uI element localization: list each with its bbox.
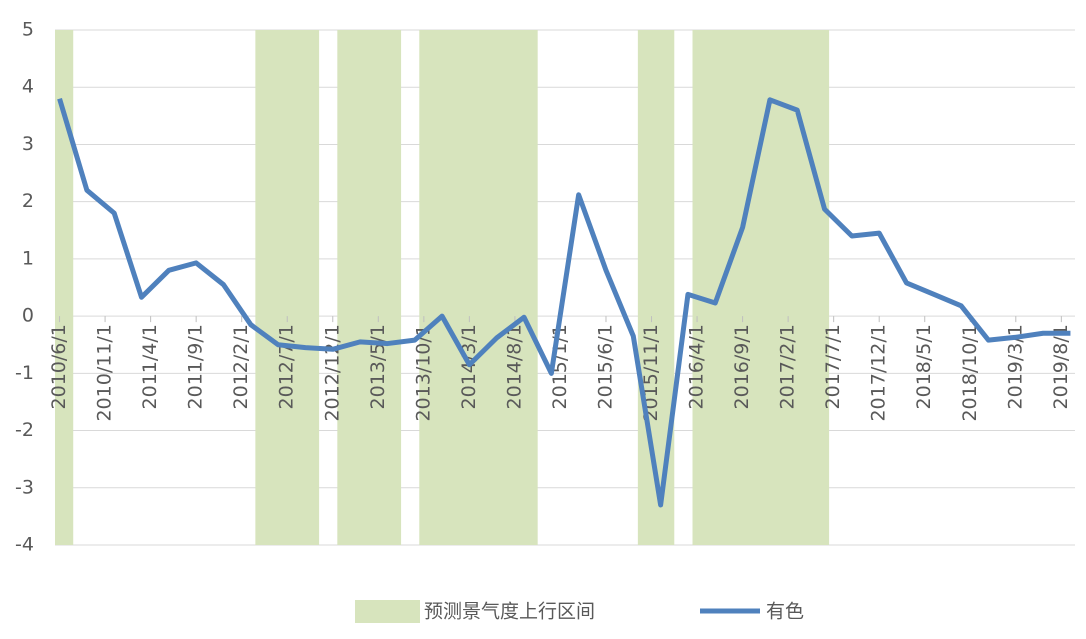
shaded-band: [55, 30, 74, 545]
y-tick-label: 5: [22, 19, 34, 41]
x-tick-label: 2012/7/1: [276, 324, 298, 409]
x-tick-label: 2015/6/1: [594, 324, 616, 409]
legend-label: 预测景气度上行区间: [424, 601, 595, 623]
x-tick-label: 2013/10/1: [412, 324, 434, 421]
x-tick-label: 2010/11/1: [94, 324, 116, 421]
x-tick-label: 2019/8/1: [1050, 324, 1072, 409]
x-tick-label: 2011/9/1: [185, 324, 207, 409]
y-tick-label: 0: [22, 305, 34, 327]
y-tick-label: 4: [22, 76, 34, 98]
x-tick-label: 2013/5/1: [367, 324, 389, 409]
y-tick-label: -2: [15, 419, 34, 441]
y-tick-label: -1: [15, 362, 34, 384]
y-tick-label: 2: [22, 190, 34, 212]
y-tick-label: -4: [15, 534, 34, 556]
y-tick-label: 3: [22, 133, 34, 155]
x-tick-label: 2018/5/1: [913, 324, 935, 409]
legend-label: 有色: [766, 601, 804, 623]
shaded-band: [692, 30, 830, 545]
x-tick-label: 2012/12/1: [321, 324, 343, 421]
x-tick-label: 2018/10/1: [959, 324, 981, 421]
shaded-band: [337, 30, 402, 545]
x-tick-label: 2016/4/1: [686, 324, 708, 409]
x-tick-label: 2017/12/1: [868, 324, 890, 421]
shaded-band: [255, 30, 320, 545]
x-tick-label: 2011/4/1: [139, 324, 161, 409]
x-tick-label: 2017/2/1: [777, 324, 799, 409]
y-tick-label: 1: [22, 247, 34, 269]
x-tick-label: 2010/6/1: [48, 324, 70, 409]
series-line: [57, 97, 1071, 508]
x-tick-label: 2016/9/1: [731, 324, 753, 409]
legend-swatch: [355, 600, 420, 623]
x-tick-label: 2017/7/1: [822, 324, 844, 409]
shaded-band: [419, 30, 538, 545]
x-tick-label: 2012/2/1: [230, 324, 252, 409]
x-tick-label: 2014/8/1: [503, 324, 525, 409]
x-tick-label: 2019/3/1: [1004, 324, 1026, 409]
y-tick-label: -3: [15, 476, 34, 498]
